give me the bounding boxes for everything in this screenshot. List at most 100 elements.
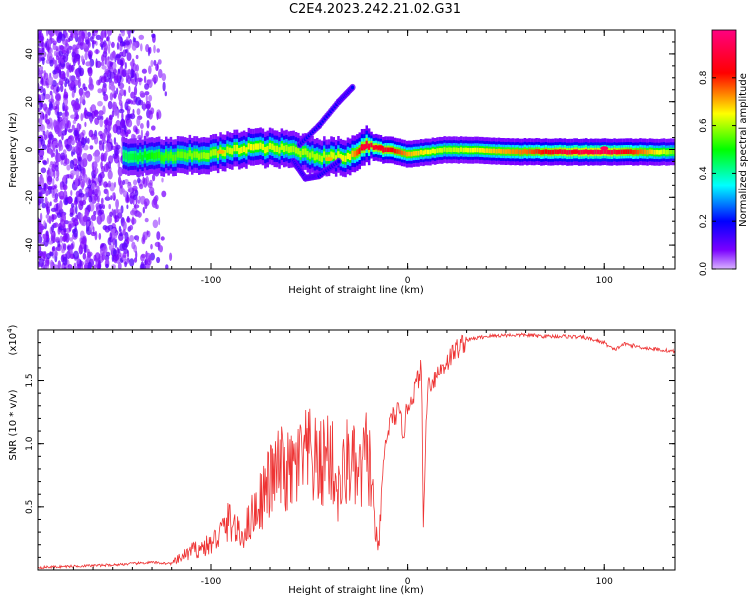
spectral-ridge-cell [249,144,253,151]
spectral-ridge-cell [311,151,314,158]
spectral-noise-blob [67,264,73,269]
spectral-noise-blob [136,108,141,116]
spectral-noise-blob [100,61,105,66]
spectral-ridge-cell [301,148,305,155]
spectral-noise-blob [129,224,134,231]
spectral-noise-blob [55,121,58,126]
spectral-ridge-cell [167,153,170,161]
spectral-noise-blob [41,77,44,87]
spectral-ridge-cell [516,149,519,154]
spectral-ridge-cell [559,149,562,154]
spectral-noise-blob [39,155,44,160]
spectral-noise-blob [85,93,90,99]
spectral-noise-blob [133,204,140,209]
spectral-ridge-cell [504,149,508,154]
spectral-noise-blob [140,123,144,129]
spectral-noise-blob [76,114,80,120]
spectral-noise-blob [38,218,42,226]
spectral-ridge-cell [646,150,649,155]
spectral-noise-blob [137,199,140,204]
spectral-noise-blob [127,100,131,105]
y-tick-label: -20 [25,190,35,205]
spectral-noise-blob [72,120,77,124]
colorbar-tick-label: 0.8 [699,70,709,85]
colorbar-label: Normalized spectral amplitude [738,73,749,227]
spectral-noise-blob [67,80,70,87]
spectral-noise-blob [108,204,111,210]
spectral-noise-blob [150,243,153,250]
spectral-noise-blob [154,195,159,202]
spectral-noise-blob [72,221,75,226]
spectral-noise-blob [100,197,104,205]
spectral-noise-blob [88,83,94,90]
spectral-noise-blob [123,89,127,97]
spectral-noise-blob [43,72,49,81]
spectral-noise-blob [104,196,111,201]
spectral-noise-blob [66,120,71,129]
spectral-noise-blob [60,84,64,93]
spectral-peak [376,145,385,150]
spectral-noise-blob [145,130,150,137]
spectral-ridge-cell [443,147,446,152]
spectral-ridge-cell [275,145,279,152]
spectral-ridge-cell [417,150,420,156]
spectral-noise-blob [50,161,54,166]
spectral-noise-blob [148,65,152,75]
spectral-noise-blob [130,91,136,99]
spectral-noise-blob [73,129,79,137]
spectrogram-panel: -100 0 100 -40 -20 0 20 40 Height of straight … [8,29,676,296]
spectral-noise-blob [117,36,121,43]
spectral-ridge-cell [139,152,142,160]
spectral-ridge-cell [582,149,586,155]
spectral-noise-blob [126,204,129,210]
spectral-noise-blob [82,215,88,223]
spectral-noise-blob [139,263,146,269]
spectral-noise-blob [122,252,127,258]
spectral-noise-blob [103,128,107,138]
spectral-noise-blob [103,181,108,188]
spectral-noise-blob [87,204,91,213]
spectral-noise-blob [142,206,145,214]
spectral-ridge-cell [132,153,135,160]
spectral-noise-blob [130,99,134,105]
spectral-noise-blob [145,252,151,261]
spectral-ridge-cell [240,146,243,154]
spectral-noise-blob [56,168,60,179]
spectral-noise-blob [41,202,46,209]
spectral-noise-blob [123,124,127,134]
spectral-ridge-cell [231,148,234,155]
spectral-ridge-cell [448,147,451,152]
spectral-noise-blob [134,73,137,83]
spectral-noise-blob [46,124,52,129]
colorbar-tick-label: 0.0 [699,262,709,277]
spectral-noise-blob [55,99,60,107]
spectral-ridge-cell [471,147,475,153]
spectral-noise-blob [42,160,48,166]
spectral-ridge-cell [308,152,312,159]
y-tick-label: 0.5 [25,500,35,514]
spectral-ridge-cell [224,150,227,157]
spectral-ridge-cell [523,149,527,154]
spectral-ridge-cell [127,154,130,161]
spectral-noise-blob [127,182,132,189]
spectral-ridge-cell [419,150,423,155]
spectral-noise-blob [107,237,112,246]
spectral-noise-blob [87,31,91,38]
spectral-noise-blob [112,239,115,249]
spectral-noise-blob [124,62,127,70]
spectral-noise-blob [158,68,163,79]
spectral-noise-blob [52,246,56,252]
spectral-noise-blob [126,236,130,245]
spectral-noise-blob [119,252,122,258]
spectral-ridge-cell [455,147,458,153]
spectral-noise-blob [56,212,62,219]
spectral-noise-blob [117,209,122,214]
spectral-noise-blob [114,215,120,223]
spectral-noise-blob [128,85,131,93]
spectral-ridge-cell [391,147,394,153]
spectral-ridge-cell [382,148,385,153]
spectral-ridge-cell [160,154,163,161]
spectral-noise-blob [107,170,113,180]
spectral-noise-blob [66,69,70,78]
spectral-noise-blob [140,254,145,262]
